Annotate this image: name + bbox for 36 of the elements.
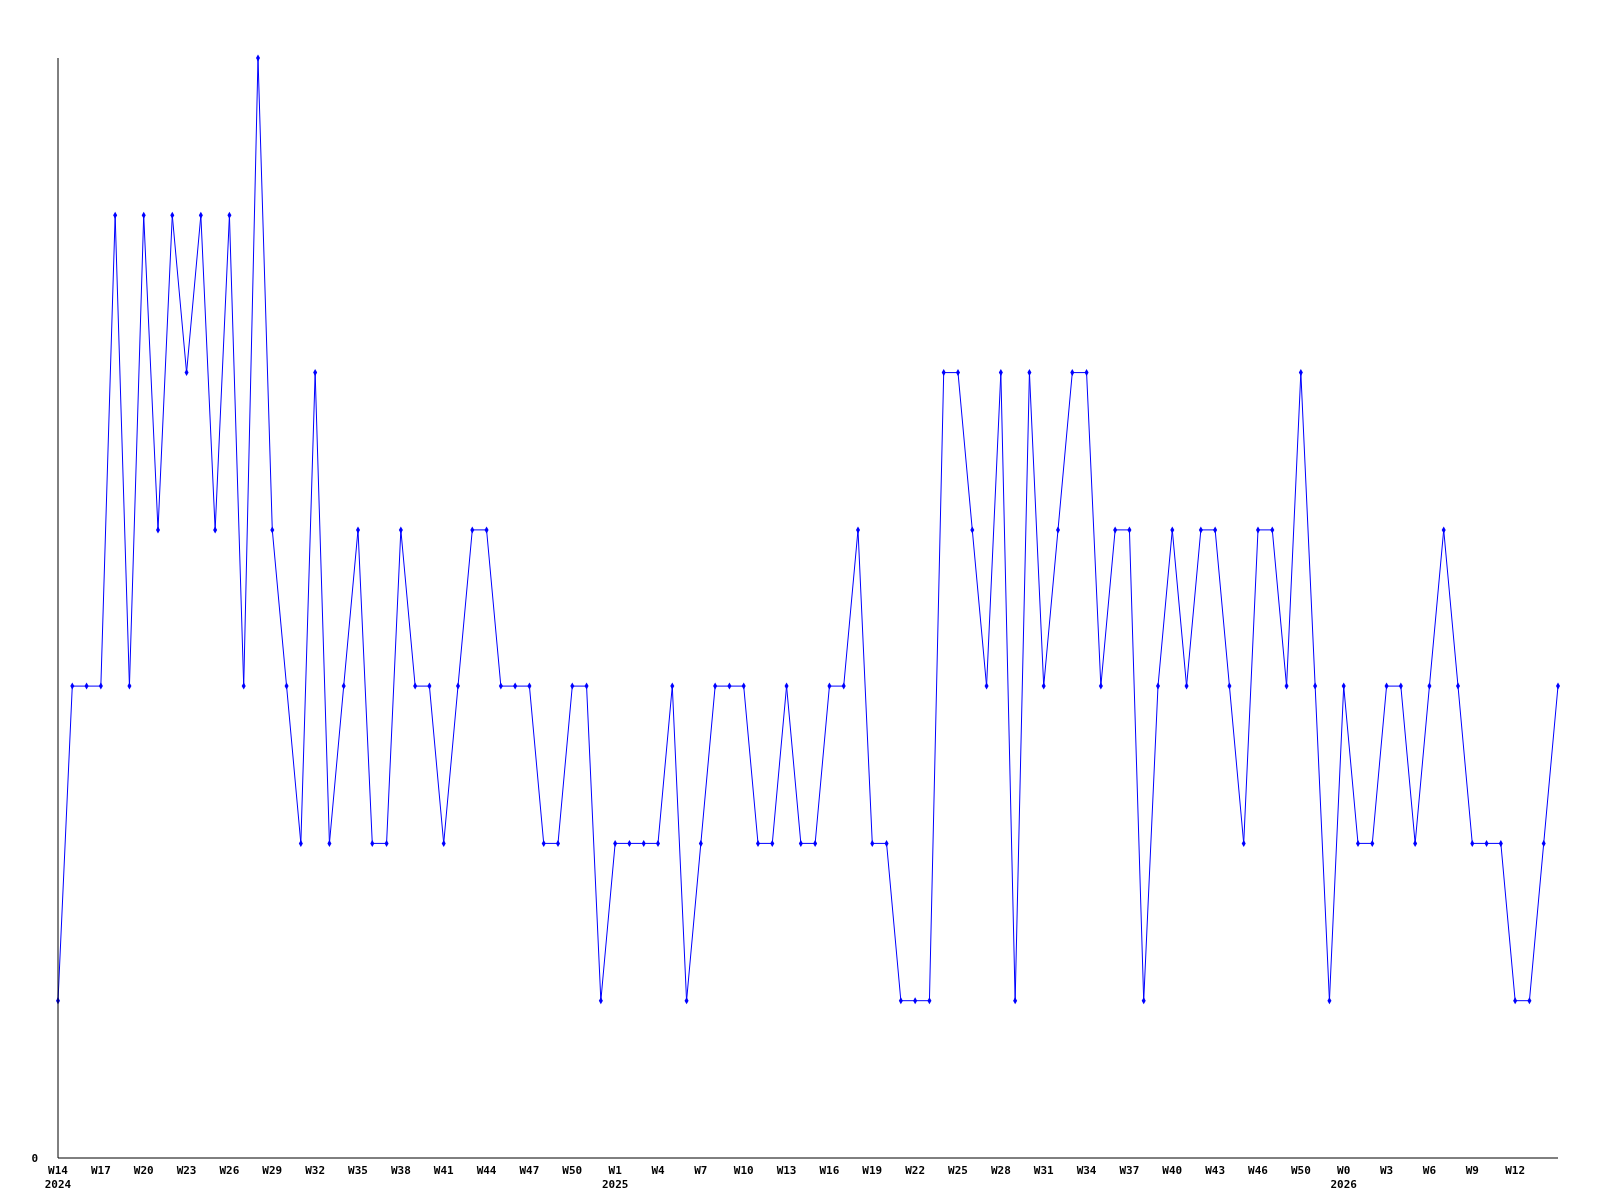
x-tick-label: W6 (1422, 1164, 1437, 1177)
x-tick-label: W29 (262, 1164, 283, 1177)
x-tick-label: W17 (90, 1164, 111, 1177)
x-tick-label: W20 (133, 1164, 154, 1177)
x-tick-label: W19 (862, 1164, 883, 1177)
x-tick-label: W46 (1248, 1164, 1269, 1177)
x-tick-label: W31 (1033, 1164, 1055, 1177)
x-tick-label: W26 (219, 1164, 240, 1177)
x-tick-label: W44 (476, 1164, 497, 1177)
x-tick-label: W25 (948, 1164, 968, 1177)
x-tick-label: W1 2025 (601, 1164, 629, 1191)
x-tick-label: W35 (348, 1164, 368, 1177)
x-tick-label: W28 (990, 1164, 1011, 1177)
x-tick-label: W14 2024 (44, 1164, 72, 1191)
x-tick-label: W9 (1465, 1164, 1479, 1177)
x-tick-label: W50 (562, 1164, 583, 1177)
x-tick-label: W3 (1379, 1164, 1394, 1177)
x-tick-label: W10 (733, 1164, 754, 1177)
x-tick-label: W7 (694, 1164, 708, 1177)
x-tick-label: W47 (519, 1164, 540, 1177)
x-tick-label: W13 (776, 1164, 797, 1177)
x-tick-label: W4 (651, 1164, 665, 1177)
x-tick-label: W32 (305, 1164, 326, 1177)
x-tick-label: W34 (1076, 1164, 1097, 1177)
x-tick-label: W0 2026 (1330, 1164, 1358, 1191)
x-tick-label: W22 (905, 1164, 926, 1177)
x-tick-label: W12 (1505, 1164, 1526, 1177)
x-tick-label: W40 (1162, 1164, 1183, 1177)
x-tick-label: W41 (433, 1164, 455, 1177)
x-tick-label: W38 (390, 1164, 411, 1177)
x-tick-label: W50 (1290, 1164, 1311, 1177)
text: 0 (31, 1152, 38, 1165)
x-tick-label: W16 (819, 1164, 840, 1177)
x-tick-label: W23 (176, 1164, 197, 1177)
x-tick-label: W43 (1205, 1164, 1226, 1177)
x-tick-label: W37 (1119, 1164, 1140, 1177)
